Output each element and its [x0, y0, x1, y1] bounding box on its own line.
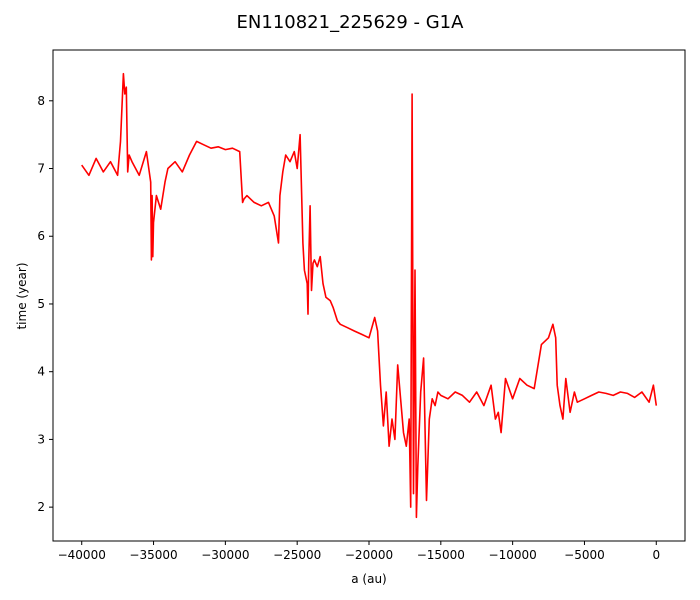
x-tick-label: −20000: [345, 548, 393, 562]
x-tick-label: 0: [652, 548, 660, 562]
x-tick-label: −40000: [58, 548, 106, 562]
x-axis: −40000 −35000 −30000 −25000 −20000 −15000 −100…: [58, 541, 660, 562]
y-axis: 2 3 4 5 6 7 8: [37, 94, 53, 514]
x-axis-label: a (au): [351, 572, 387, 586]
y-tick-label: 8: [37, 94, 45, 108]
y-tick-label: 7: [37, 162, 45, 176]
x-tick-label: −10000: [489, 548, 537, 562]
y-axis-label: time (year): [15, 262, 29, 329]
x-tick-label: −30000: [201, 548, 249, 562]
series-line-0: [81, 72, 658, 519]
x-tick-label: −35000: [129, 548, 177, 562]
y-tick-label: 6: [37, 229, 45, 243]
y-tick-label: 3: [37, 432, 45, 446]
y-tick-label: 4: [37, 365, 45, 379]
plot-frame: [52, 49, 686, 542]
x-tick-label: −25000: [273, 548, 321, 562]
x-tick-label: −5000: [564, 548, 605, 562]
chart-title: EN110821_225629 - G1A: [237, 12, 465, 33]
plot-area: [81, 72, 658, 519]
y-tick-label: 5: [37, 297, 45, 311]
x-tick-label: −15000: [417, 548, 465, 562]
y-tick-label: 2: [37, 500, 45, 514]
